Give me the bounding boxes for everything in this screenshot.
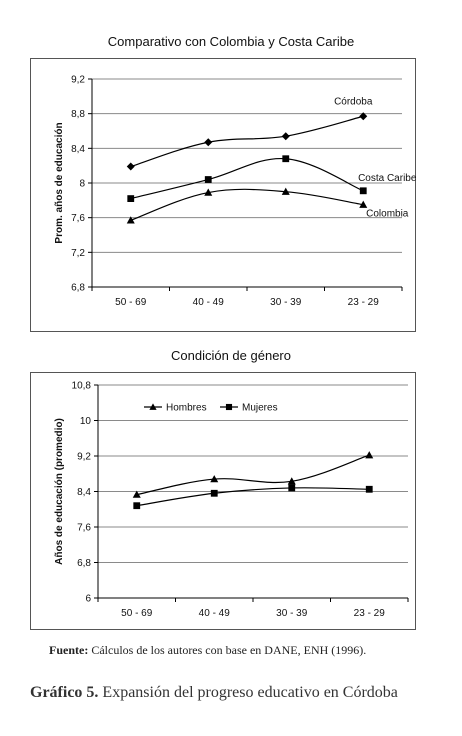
y-tick-label: 7,2 — [71, 248, 85, 259]
y-axis-label: Prom. años de educación — [54, 122, 65, 243]
y-tick-label: 7,6 — [77, 523, 91, 534]
y-tick-label: 8,8 — [71, 109, 85, 120]
y-tick-label: 8,4 — [71, 144, 85, 155]
data-point — [359, 200, 368, 208]
caption-label: Gráfico 5. — [30, 684, 99, 701]
data-point — [287, 477, 296, 485]
data-point — [281, 132, 290, 141]
x-tick-label: 40 - 49 — [193, 297, 225, 308]
data-point — [288, 484, 296, 492]
data-point — [204, 176, 212, 183]
data-point — [210, 475, 219, 483]
chart2-frame — [30, 372, 416, 630]
legend-marker — [225, 403, 233, 411]
y-tick-label: 7,6 — [71, 213, 85, 224]
chart1-title: Comparativo con Colombia y Costa Caribe — [107, 34, 355, 49]
chart2-title: Condición de género — [171, 348, 291, 363]
source-note: Fuente: Cálculos de los autores con base… — [49, 643, 366, 658]
data-point — [204, 188, 213, 196]
data-point — [204, 138, 213, 147]
x-tick-label: 50 - 69 — [121, 608, 153, 619]
y-tick-label: 10,8 — [72, 381, 92, 392]
data-point — [359, 187, 367, 195]
series-label: Córdoba — [334, 96, 373, 107]
y-tick-label: 8 — [79, 179, 85, 190]
y-tick-label: 9,2 — [71, 75, 85, 86]
series-label: Colombia — [366, 209, 409, 220]
data-point — [133, 502, 141, 510]
data-point — [132, 490, 141, 498]
x-tick-label: 23 - 29 — [348, 297, 380, 308]
series-line-mujeres — [136, 487, 370, 507]
y-tick-label: 9,2 — [77, 452, 91, 463]
y-axis-label: Años de educación (promedio) — [54, 418, 65, 565]
data-point — [365, 451, 374, 459]
y-tick-label: 6,8 — [71, 283, 85, 294]
series-line-costa-caribe — [130, 158, 364, 200]
x-tick-label: 30 - 39 — [270, 297, 302, 308]
x-tick-label: 50 - 69 — [115, 297, 147, 308]
series-label: Costa Caribe — [358, 173, 417, 184]
x-tick-label: 30 - 39 — [276, 608, 308, 619]
y-tick-label: 8,4 — [77, 487, 91, 498]
data-point — [127, 195, 135, 202]
x-tick-label: 40 - 49 — [199, 608, 231, 619]
legend-entry: Hombres — [166, 403, 207, 414]
data-point — [126, 162, 135, 171]
chart1-frame — [30, 58, 416, 332]
y-tick-label: 6 — [85, 594, 91, 605]
data-point — [210, 489, 218, 497]
data-point — [281, 187, 290, 195]
series-line-c-rdoba — [130, 115, 364, 168]
y-tick-label: 6,8 — [77, 558, 91, 569]
figure-caption: Gráfico 5. Expansión del progreso educat… — [30, 684, 398, 702]
x-tick-label: 23 - 29 — [354, 608, 386, 619]
series-line-hombres — [136, 454, 370, 496]
data-point — [282, 155, 290, 163]
caption-text: Expansión del progreso educativo en Córd… — [102, 684, 398, 701]
series-line-colombia — [130, 188, 364, 221]
legend-marker — [149, 403, 157, 410]
y-tick-label: 10 — [80, 416, 92, 427]
source-text: Cálculos de los autores con base en DANE… — [91, 643, 367, 657]
data-point — [126, 216, 135, 224]
data-point — [359, 112, 368, 121]
source-label: Fuente: — [49, 643, 89, 657]
data-point — [365, 485, 373, 493]
legend-entry: Mujeres — [242, 403, 278, 414]
